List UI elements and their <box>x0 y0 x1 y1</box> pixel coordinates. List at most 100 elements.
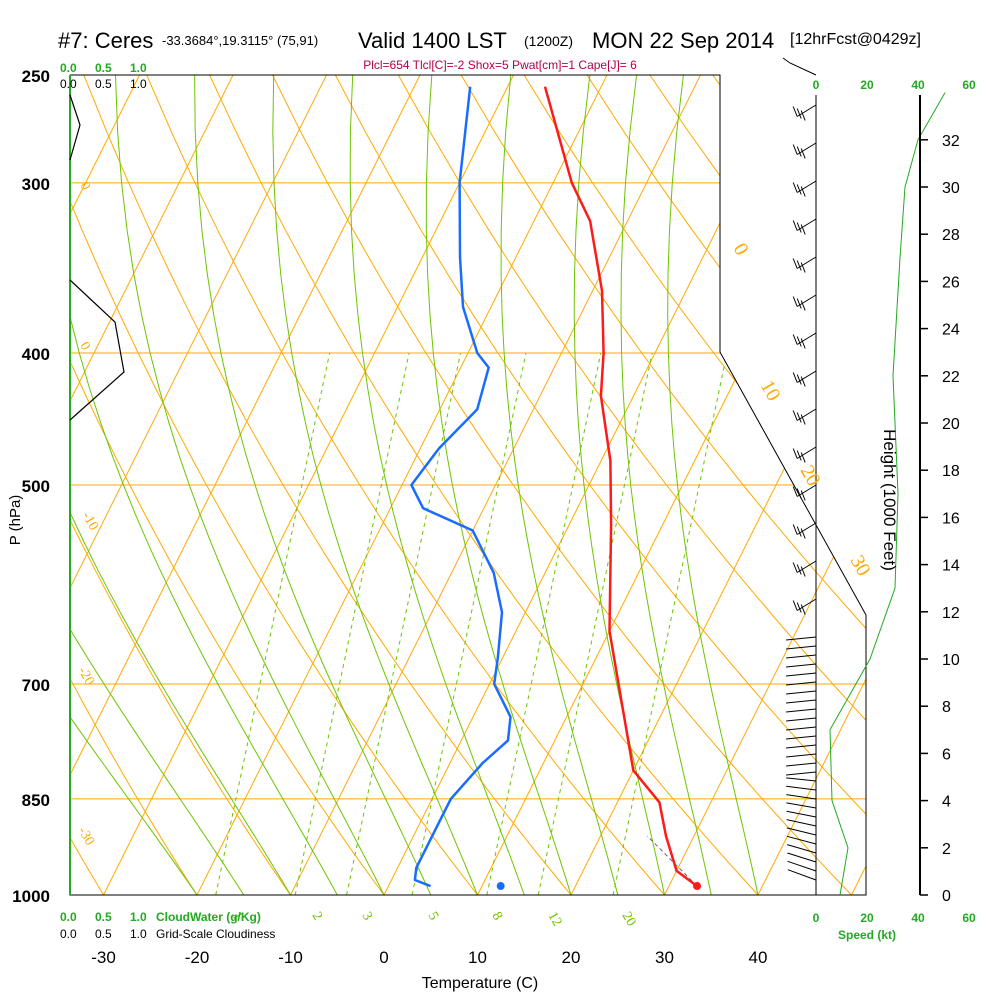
temperature-tick-label: 0 <box>379 948 388 967</box>
utc-time: (1200Z) <box>524 33 574 49</box>
pressure-tick-label: 400 <box>22 345 50 364</box>
wind-barb-feather <box>792 486 798 497</box>
wind-barb <box>796 104 817 117</box>
moist-adiabat <box>70 75 291 895</box>
moist-adiabat <box>620 75 712 895</box>
wind-barb <box>786 699 817 704</box>
cloudiness-bottom-tick: 0.0 <box>60 927 77 941</box>
dry-adiabat-label: -10 <box>79 510 101 534</box>
isotherm-line <box>290 75 701 895</box>
wind-barb-feather <box>792 334 798 345</box>
wind-barb <box>786 753 817 758</box>
height-tick-label: 6 <box>942 746 951 763</box>
temperature-tick-label: -10 <box>278 948 303 967</box>
cloudwater-top-tick: 0.5 <box>95 61 112 75</box>
dry-adiabat-label: 20 <box>796 462 825 490</box>
mixing-ratio-label: 20 <box>619 910 639 930</box>
height-tick-label: 8 <box>942 699 951 716</box>
wind-barb <box>796 370 817 383</box>
moist-adiabat <box>573 75 665 895</box>
wind-barb-feather <box>796 374 802 385</box>
wind-barb-feather <box>800 300 806 311</box>
wind-barb <box>796 180 817 193</box>
wind-barb <box>786 690 817 695</box>
cloudiness-top-tick: 0.5 <box>95 77 112 91</box>
dry-adiabat <box>397 75 866 895</box>
wind-barb-feather <box>792 106 798 117</box>
wind-barb <box>796 560 817 573</box>
cloudwater-bottom-tick: 1.0 <box>130 910 147 924</box>
cloudiness-bottom-tick: 1.0 <box>130 927 147 941</box>
height-tick-label: 18 <box>942 463 960 480</box>
moist-adiabat <box>70 75 338 895</box>
cloudiness-top-tick: 1.0 <box>130 77 147 91</box>
height-tick-label: 0 <box>942 888 951 905</box>
wind-barb <box>786 794 817 800</box>
wind-barb-feather <box>796 260 802 271</box>
wind-barb <box>787 844 817 854</box>
moist-adiabat <box>70 75 245 895</box>
isotherm-line <box>70 75 140 895</box>
wind-barb <box>796 522 817 535</box>
wind-barb <box>786 835 817 845</box>
surface-dewpoint-dot <box>496 882 505 891</box>
mixing-ratio-label: 8 <box>489 910 505 924</box>
wind-barb <box>796 598 817 611</box>
moist-adiabat <box>194 75 432 895</box>
cloudwater-bottom-tick: 0.0 <box>60 910 77 924</box>
wind-barb-feather <box>796 564 802 575</box>
dry-adiabat-label: 0 <box>77 180 93 194</box>
moist-adiabat <box>667 75 759 895</box>
speed-top-tick: 40 <box>911 78 925 92</box>
speed-top-tick: 20 <box>860 78 874 92</box>
isotherm-line <box>70 75 234 895</box>
cloudwater-label: CloudWater (g/Kg) <box>156 910 261 924</box>
height-tick-label: 24 <box>942 322 960 339</box>
wind-barb <box>787 852 817 863</box>
speed-bottom-tick: 60 <box>962 911 976 925</box>
wind-barb-feather <box>796 184 802 195</box>
dry-adiabat <box>70 75 385 895</box>
wind-barb <box>796 408 817 421</box>
pressure-tick-label: 1000 <box>12 887 50 906</box>
wind-barb-feather <box>800 528 806 539</box>
wind-barb-feather <box>796 336 802 347</box>
cloudiness-top-tick: 0.0 <box>60 77 77 91</box>
wind-barb <box>796 294 817 307</box>
height-tick-label: 32 <box>942 133 960 150</box>
speed-top-tick: 0 <box>813 78 820 92</box>
mixing-ratio-line <box>612 352 728 895</box>
mixing-ratio-label: 3 <box>359 910 375 924</box>
cloudiness-label: Grid-Scale Cloudiness <box>156 927 275 941</box>
wind-barb <box>786 771 817 776</box>
station-coords: -33.3684°,19.3115° (75,91) <box>162 33 319 48</box>
temperature-tick-label: 40 <box>749 948 768 967</box>
wind-barb-feather <box>800 604 806 615</box>
wind-barb-feather <box>792 144 798 155</box>
dry-adiabat <box>146 75 665 895</box>
surface-temperature-dot <box>693 882 702 891</box>
height-tick-label: 20 <box>942 416 960 433</box>
speed-bottom-tick: 0 <box>813 911 820 925</box>
temperature-tick-label: 10 <box>468 948 487 967</box>
wind-barb <box>786 735 817 740</box>
cloudwater-top-tick: 1.0 <box>130 61 147 75</box>
isotherm-line <box>70 75 421 895</box>
isotherm-line <box>757 75 866 895</box>
moist-adiabat <box>425 75 572 895</box>
wind-barb <box>786 827 817 836</box>
x-axis-label: Temperature (C) <box>422 975 538 992</box>
wind-barb <box>786 777 817 782</box>
speed-bottom-tick: 40 <box>911 911 925 925</box>
isotherm-line <box>70 75 327 895</box>
dry-adiabat <box>70 75 198 895</box>
height-tick-label: 4 <box>942 794 951 811</box>
dry-adiabat <box>0 75 10 895</box>
wind-barb <box>796 484 817 497</box>
speed-bottom-tick: 20 <box>860 911 874 925</box>
pressure-tick-label: 850 <box>22 791 50 810</box>
wind-speed-profile <box>829 92 946 896</box>
wind-barb <box>796 218 817 231</box>
wind-barb-feather <box>792 562 798 573</box>
